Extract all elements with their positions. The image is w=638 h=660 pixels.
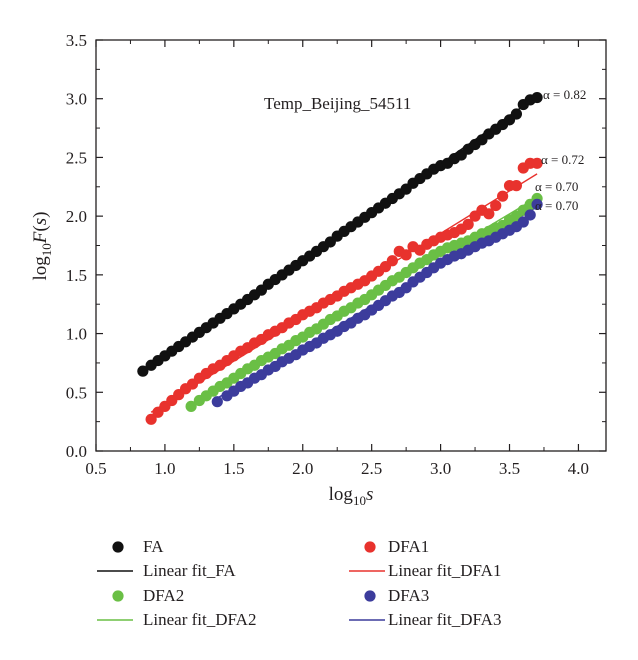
data-point-dfa1 xyxy=(531,157,543,169)
legend-marker-dfa2 xyxy=(112,590,124,602)
data-point-fa xyxy=(137,365,149,377)
legend-marker-dfa3 xyxy=(364,590,376,602)
alpha-labels-layer: α = 0.82 α = 0.72 α = 0.70 α = 0.70 xyxy=(535,87,586,213)
legend-marker-dfa1 xyxy=(364,541,376,553)
data-point-dfa3 xyxy=(524,209,536,221)
data-point-dfa1 xyxy=(497,190,509,202)
x-tick-label: 1.5 xyxy=(223,459,244,478)
y-tick-label: 0.5 xyxy=(66,383,87,402)
legend-marker-fa xyxy=(112,541,124,553)
data-point-dfa1 xyxy=(386,255,398,267)
y-tick-label: 2.0 xyxy=(66,207,87,226)
legend-fit-label-dfa1: Linear fit_DFA1 xyxy=(388,561,501,580)
x-tick-label: 2.5 xyxy=(361,459,382,478)
legend-label-dfa3: DFA3 xyxy=(388,586,429,605)
y-tick-label: 2.5 xyxy=(66,148,87,167)
legend-fit-label-dfa2: Linear fit_DFA2 xyxy=(143,610,256,629)
data-point-dfa1 xyxy=(400,249,412,261)
x-axis-label: log10s xyxy=(329,484,374,508)
data-point-dfa3 xyxy=(531,198,543,210)
x-tick-label: 4.0 xyxy=(568,459,589,478)
alpha-label-dfa2: α = 0.70 xyxy=(535,179,578,194)
data-point-dfa1 xyxy=(510,180,523,192)
y-tick-label: 3.5 xyxy=(66,31,87,50)
y-tick-label: 0.0 xyxy=(66,442,87,461)
alpha-label-dfa3: α = 0.70 xyxy=(535,198,578,213)
data-point-dfa1 xyxy=(145,413,157,425)
data-point-dfa2 xyxy=(185,400,197,412)
y-axis-label: log10F(s) xyxy=(30,212,54,281)
x-tick-label: 2.0 xyxy=(292,459,313,478)
y-tick-label: 3.0 xyxy=(66,90,87,109)
y-tick-label: 1.0 xyxy=(66,325,87,344)
data-point-dfa1 xyxy=(490,199,502,212)
legend-label-dfa1: DFA1 xyxy=(388,537,429,556)
legend-label-fa: FA xyxy=(143,537,164,556)
y-tick-label: 1.5 xyxy=(66,266,87,285)
data-point-dfa1 xyxy=(483,208,495,220)
chart-title: Temp_Beijing_54511 xyxy=(264,94,411,113)
tick-labels-layer: 0.5 1.0 1.5 2.0 2.5 3.0 3.5 4.00.00.51.01.52.02… xyxy=(66,31,589,478)
axis-ticks-layer xyxy=(95,39,606,452)
x-tick-label: 0.5 xyxy=(85,459,106,478)
legend: FA Linear fit_FA DFA1 Linear fit_DFA1 DFA2 Li… xyxy=(97,537,501,629)
data-points-layer xyxy=(137,91,543,425)
x-tick-label: 3.0 xyxy=(430,459,451,478)
data-point-dfa3 xyxy=(517,216,529,228)
legend-fit-label-dfa3: Linear fit_DFA3 xyxy=(388,610,501,629)
alpha-label-fa: α = 0.82 xyxy=(543,87,586,102)
data-point-dfa1 xyxy=(462,218,474,230)
data-point-fa xyxy=(531,91,543,104)
x-tick-label: 3.5 xyxy=(499,459,520,478)
legend-fit-label-fa: Linear fit_FA xyxy=(143,561,236,580)
alpha-label-dfa1: α = 0.72 xyxy=(541,152,584,167)
x-tick-label: 1.0 xyxy=(154,459,175,478)
data-point-fa xyxy=(510,108,523,120)
legend-label-dfa2: DFA2 xyxy=(143,586,184,605)
data-point-dfa3 xyxy=(211,396,223,408)
